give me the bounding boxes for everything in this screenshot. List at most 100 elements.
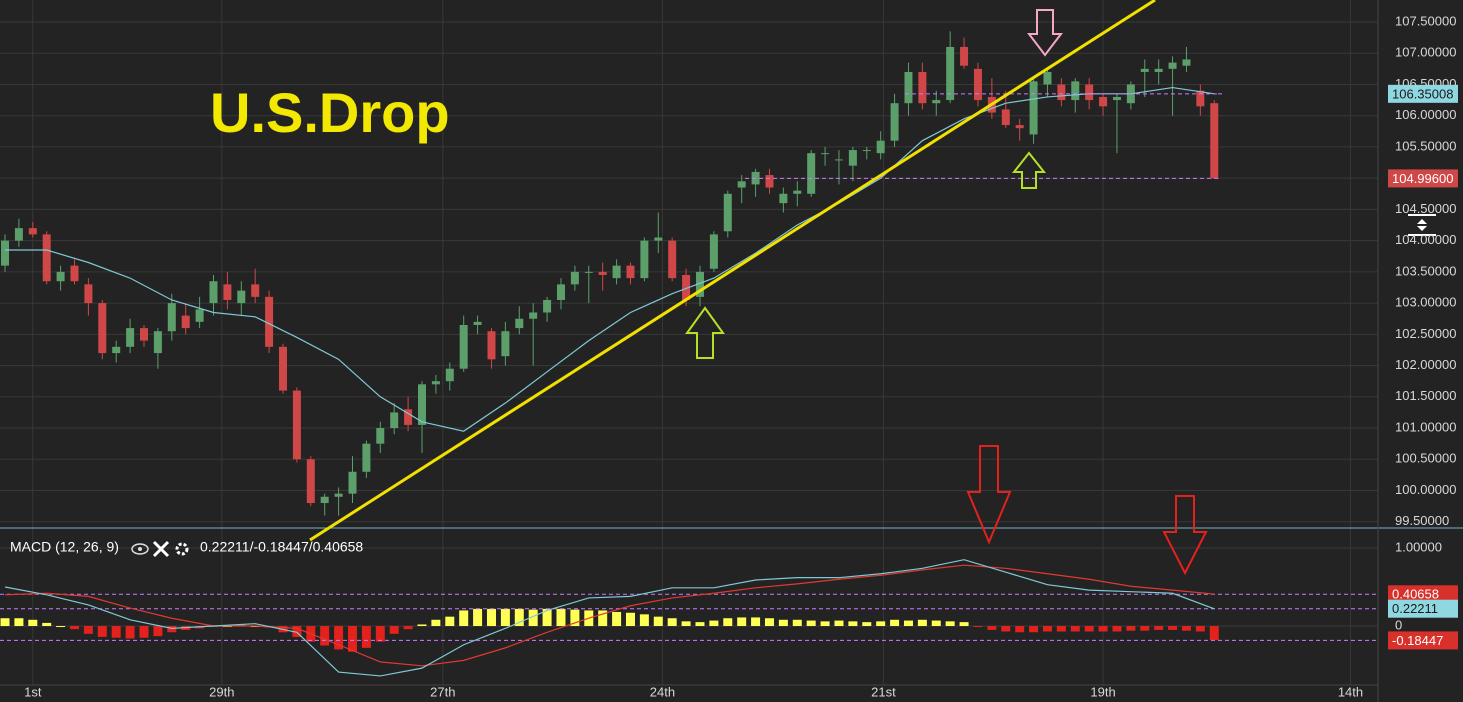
histogram-bar — [570, 609, 580, 627]
candle-body — [556, 284, 565, 300]
candle-body — [28, 228, 37, 235]
candle-body — [195, 309, 204, 322]
y-tick-label: 0 — [1395, 617, 1402, 632]
candle-body — [1043, 71, 1052, 85]
candle-body — [529, 312, 538, 319]
mark-layer — [0, 31, 1378, 677]
histogram-bar — [459, 610, 469, 627]
histogram-bar — [1126, 626, 1136, 631]
candle-body — [779, 193, 788, 204]
histogram-bar — [903, 620, 913, 627]
candle-body — [390, 412, 399, 429]
histogram-bar — [445, 616, 455, 627]
y-tick-label: 103.00000 — [1395, 295, 1456, 310]
histogram-bar — [417, 624, 427, 627]
candle-body — [348, 471, 357, 494]
candle-body — [1154, 68, 1163, 72]
candle-body — [709, 234, 718, 269]
price-marker-label: -0.18447 — [1392, 633, 1443, 648]
candle-body — [612, 265, 621, 279]
candle-body — [459, 324, 468, 369]
histogram-bar — [556, 608, 566, 627]
down-arrow — [1026, 9, 1064, 57]
candle-body — [376, 428, 385, 444]
histogram-bar — [973, 626, 983, 628]
candle-body — [84, 284, 93, 304]
histogram-bar — [931, 620, 941, 627]
candle-body — [445, 368, 454, 382]
histogram-bar — [14, 618, 24, 627]
trend-line — [309, 0, 1156, 542]
price-marker — [1388, 599, 1458, 618]
y-tick-label: 104.00000 — [1395, 232, 1456, 247]
candle-body — [848, 150, 857, 166]
price-marker-label: 104.99600 — [1392, 171, 1453, 186]
histogram-bar — [917, 619, 927, 627]
candle-body — [918, 71, 927, 104]
candle-body — [306, 459, 315, 504]
candle-body — [278, 346, 287, 391]
histogram-bar — [97, 626, 107, 637]
candle-body — [1140, 68, 1149, 72]
price-marker-label: 106.35008 — [1392, 86, 1453, 101]
candle-body — [487, 331, 496, 360]
histogram-bar — [347, 626, 357, 652]
candle-body — [14, 228, 23, 241]
macd-icons[interactable] — [131, 540, 189, 558]
histogram-bar — [111, 626, 121, 638]
candle-body — [515, 318, 524, 329]
histogram-bar — [709, 620, 719, 627]
histogram-bar — [0, 618, 10, 627]
signal-line — [4, 564, 1215, 667]
candle-body — [695, 271, 704, 297]
histogram-bar — [320, 626, 330, 646]
x-tick-label: 19th — [1090, 684, 1115, 699]
histogram-bar — [890, 619, 900, 627]
y-tick-label: 100.50000 — [1395, 451, 1456, 466]
histogram-bar — [1181, 626, 1191, 631]
histogram-bar — [1070, 626, 1080, 632]
price-marker — [1388, 631, 1458, 650]
histogram-bar — [292, 626, 302, 637]
histogram-bar — [945, 621, 955, 627]
candle-body — [765, 175, 774, 188]
candle-body — [723, 193, 732, 232]
candle-body — [821, 153, 830, 155]
histogram-bar — [778, 619, 788, 627]
histogram-bar — [1015, 626, 1025, 633]
histogram-bar — [1154, 626, 1164, 630]
histogram-bar — [723, 618, 733, 627]
x-tick-label: 24th — [650, 684, 675, 699]
candle-body — [98, 303, 107, 354]
histogram-bar — [737, 617, 747, 627]
candle-body — [946, 46, 955, 101]
histogram-bar — [500, 608, 510, 627]
histogram-bar — [625, 612, 635, 627]
candle-body — [1099, 96, 1108, 107]
histogram-bar — [806, 620, 816, 627]
histogram-bar — [1098, 626, 1108, 632]
price-marker-label: 0.40658 — [1392, 587, 1439, 602]
candle-body — [1057, 84, 1066, 101]
histogram-bar — [28, 619, 38, 627]
histogram-bar — [848, 621, 858, 627]
histogram-bar — [83, 626, 93, 634]
candle-body — [682, 274, 691, 300]
chart-title: U.S.Drop — [210, 81, 450, 144]
histogram-bar — [1056, 626, 1066, 632]
candle-body — [932, 100, 941, 104]
histogram-bar — [389, 626, 399, 634]
histogram-bar — [139, 626, 149, 638]
candle-body — [251, 284, 260, 297]
y-tick-label: 99.50000 — [1395, 513, 1449, 528]
candle-body — [126, 328, 135, 347]
histogram-bar — [653, 616, 663, 627]
candle-body — [1085, 84, 1094, 101]
candle-body — [237, 290, 246, 304]
candle-body — [543, 299, 552, 313]
candle-body — [640, 240, 649, 279]
candle-body — [904, 71, 913, 104]
histogram-bar — [876, 621, 886, 627]
candle-body — [1, 240, 10, 266]
